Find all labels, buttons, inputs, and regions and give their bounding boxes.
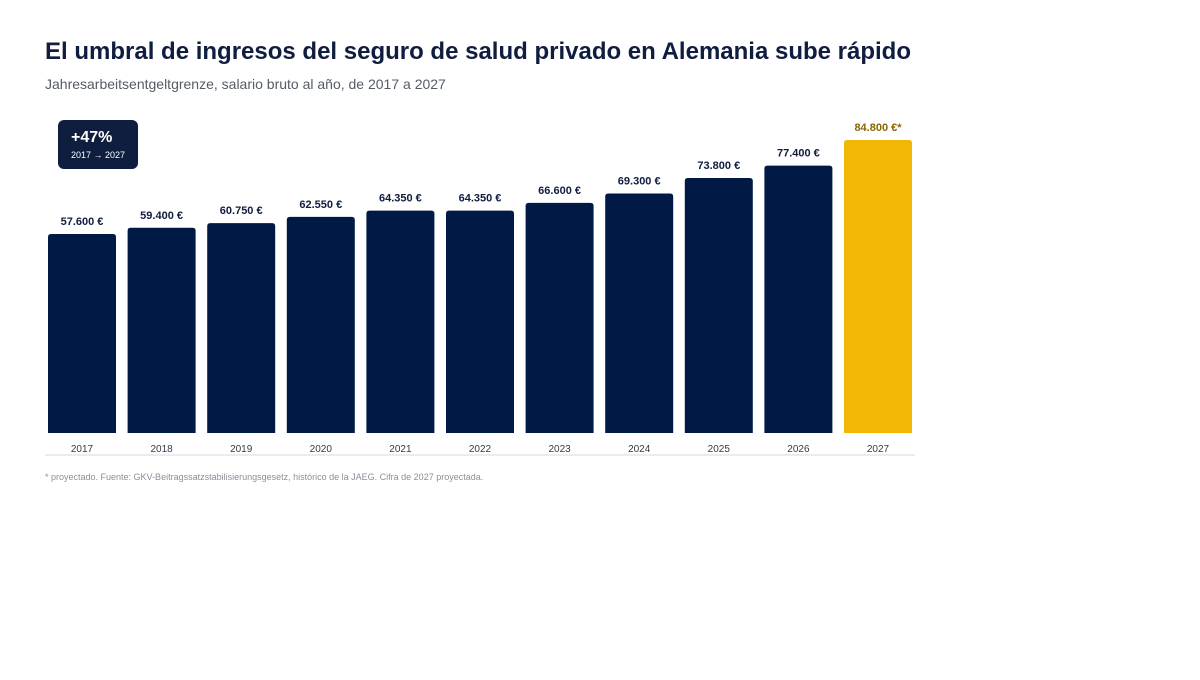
bar-2024 xyxy=(605,193,674,433)
growth-badge-value: +47% xyxy=(71,129,113,146)
value-label-2027: 84.800 €* xyxy=(854,122,902,134)
x-tick-2018: 2018 xyxy=(150,444,173,455)
x-tick-2022: 2022 xyxy=(469,444,492,455)
value-label-2023: 66.600 € xyxy=(538,185,581,197)
bar-2019 xyxy=(207,223,276,433)
x-tick-2024: 2024 xyxy=(628,444,651,455)
bar-2017 xyxy=(48,233,116,433)
value-label-2021: 64.350 € xyxy=(379,193,422,205)
x-tick-2027: 2027 xyxy=(867,444,890,455)
value-label-2018: 59.400 € xyxy=(140,210,183,222)
value-label-2019: 60.750 € xyxy=(220,205,263,217)
growth-badge-range: 2017 → 2027 xyxy=(71,150,126,160)
chart-subtitle: Jahresarbeitsentgeltgrenze, salario brut… xyxy=(45,76,446,92)
bar-2027 xyxy=(844,140,912,433)
bar-2021 xyxy=(366,210,435,433)
bar-2026 xyxy=(764,165,833,433)
x-tick-2019: 2019 xyxy=(230,444,253,455)
x-tick-2017: 2017 xyxy=(71,444,94,455)
growth-badge: +47% 2017 → 2027 xyxy=(58,120,138,169)
value-label-2017: 57.600 € xyxy=(61,216,104,228)
bar-2023 xyxy=(525,202,594,433)
footnote: * proyectado. Fuente: GKV-Beitragssatzst… xyxy=(45,472,484,482)
bar-2022 xyxy=(446,210,514,433)
value-label-2024: 69.300 € xyxy=(618,176,661,188)
x-tick-2020: 2020 xyxy=(310,444,333,455)
value-label-2022: 64.350 € xyxy=(459,193,502,205)
value-label-2025: 73.800 € xyxy=(697,160,740,172)
x-tick-2026: 2026 xyxy=(787,444,810,455)
value-label-2026: 77.400 € xyxy=(777,148,820,160)
value-label-2020: 62.550 € xyxy=(299,199,342,211)
chart-title: El umbral de ingresos del seguro de salu… xyxy=(45,38,911,65)
x-tick-2025: 2025 xyxy=(708,444,731,455)
x-tick-2023: 2023 xyxy=(548,444,571,455)
bar-2018 xyxy=(127,227,196,433)
x-tick-2021: 2021 xyxy=(389,444,412,455)
bar-2025 xyxy=(684,178,753,433)
bar-2020 xyxy=(286,216,355,433)
